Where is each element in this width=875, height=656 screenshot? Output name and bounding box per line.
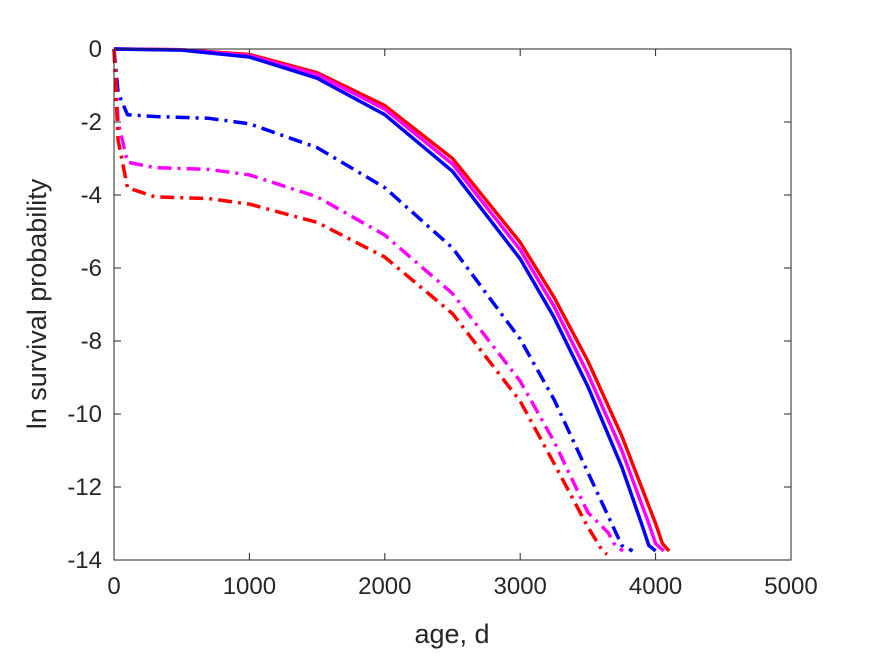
y-tick-label: -10 [67,401,102,428]
series-line-3 [113,47,657,553]
x-tick-label: 5000 [764,573,817,600]
y-axis-title: ln survival probability [22,178,52,429]
y-tick-label: -12 [67,474,102,501]
y-tick-label: -14 [67,547,102,574]
x-tick-label: 0 [107,573,120,600]
y-tick-label: -4 [81,182,102,209]
x-tick-label: 3000 [494,573,547,600]
series-line-5 [112,48,625,553]
y-tick-label: 0 [89,36,102,63]
x-axis-title: age, d [414,619,489,649]
y-tick-label: -2 [81,109,102,136]
y-tick-label: -6 [81,255,102,282]
axes-box [113,48,792,561]
plot-area [114,49,791,560]
series-line-4 [112,48,634,553]
axis-ticks: 0 1000 2000 3000 4000 5000 0 -2 -4 -6 -8 -10 -12 -14 [67,36,817,600]
x-tick-label: 2000 [358,573,411,600]
y-tick-label: -8 [81,328,102,355]
x-tick-label: 4000 [629,573,682,600]
x-tick-label: 1000 [223,573,276,600]
